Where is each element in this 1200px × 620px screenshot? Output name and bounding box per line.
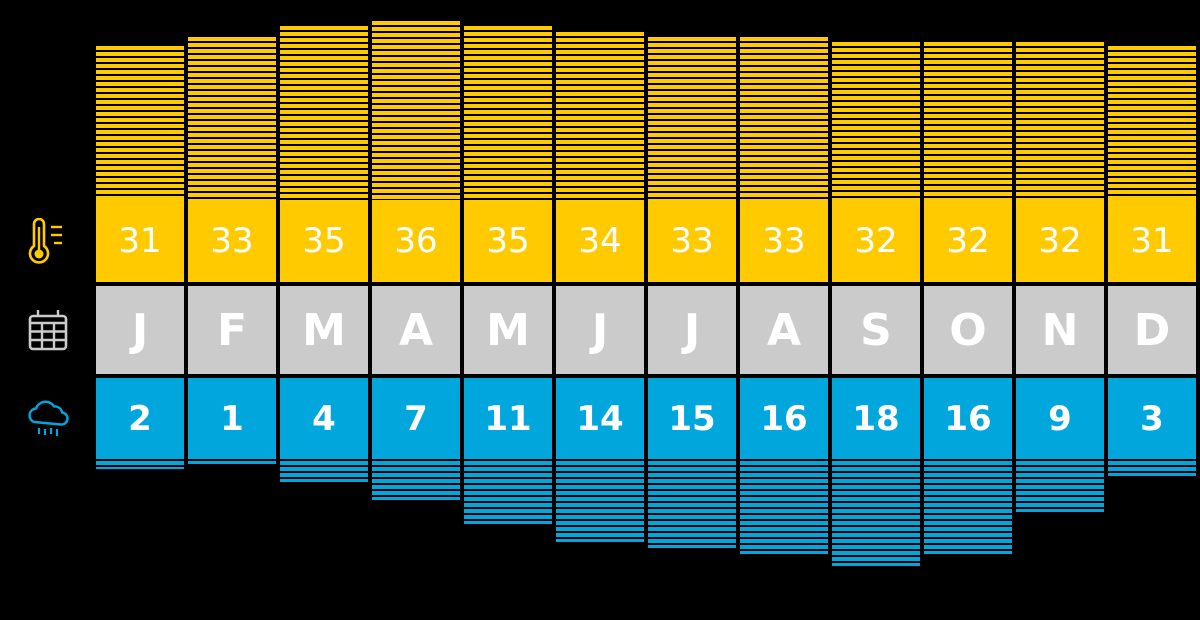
- temperature-value: 35: [464, 200, 552, 282]
- month-column: 33 F 1: [188, 0, 276, 620]
- month-label: O: [924, 286, 1012, 374]
- rain-value: 11: [464, 378, 552, 459]
- rain-bar: [1108, 459, 1196, 476]
- temperature-value: 32: [1016, 200, 1104, 282]
- rain-bar: [1016, 459, 1104, 512]
- month-column: 33 A 16: [740, 0, 828, 620]
- temperature-bar: [280, 26, 368, 200]
- temperature-bar: [556, 32, 644, 200]
- month-label: N: [1016, 286, 1104, 374]
- temperature-bar: [96, 46, 184, 200]
- temperature-value: 33: [188, 200, 276, 282]
- month-label: J: [648, 286, 736, 374]
- rain-value: 2: [96, 378, 184, 459]
- rain-bar: [96, 459, 184, 469]
- temperature-bar: [464, 26, 552, 200]
- month-label: A: [372, 286, 460, 374]
- rain-value: 4: [280, 378, 368, 459]
- rain-value: 16: [740, 378, 828, 459]
- rain-value: 18: [832, 378, 920, 459]
- rain-value: 3: [1108, 378, 1196, 459]
- rain-cloud-icon: [28, 400, 69, 436]
- month-column: 35 M 4: [280, 0, 368, 620]
- temperature-value: 32: [924, 200, 1012, 282]
- temperature-value: 31: [96, 200, 184, 282]
- temperature-bar: [1108, 46, 1196, 200]
- month-label: S: [832, 286, 920, 374]
- month-column: 31 J 2: [96, 0, 184, 620]
- month-column: 32 O 16: [924, 0, 1012, 620]
- rain-value: 1: [188, 378, 276, 459]
- month-label: F: [188, 286, 276, 374]
- temperature-value: 33: [740, 200, 828, 282]
- rain-value: 16: [924, 378, 1012, 459]
- rain-bar: [280, 459, 368, 482]
- month-column: 32 N 9: [1016, 0, 1104, 620]
- month-column: 33 J 15: [648, 0, 736, 620]
- temperature-bar: [188, 37, 276, 200]
- temperature-value: 34: [556, 200, 644, 282]
- rain-bar: [648, 459, 736, 548]
- temperature-value: 32: [832, 200, 920, 282]
- rain-bar: [188, 459, 276, 464]
- month-column: 32 S 18: [832, 0, 920, 620]
- month-label: J: [556, 286, 644, 374]
- month-column: 35 M 11: [464, 0, 552, 620]
- rain-bar: [372, 459, 460, 500]
- thermometer-icon: [28, 218, 62, 264]
- rain-bar: [924, 459, 1012, 554]
- temperature-bar: [740, 37, 828, 200]
- temperature-value: 35: [280, 200, 368, 282]
- temperature-bar: [832, 42, 920, 200]
- rain-value: 7: [372, 378, 460, 459]
- temperature-bar: [372, 21, 460, 200]
- temperature-value: 36: [372, 200, 460, 282]
- rain-bar: [464, 459, 552, 524]
- calendar-icon: [28, 310, 68, 351]
- month-label: D: [1108, 286, 1196, 374]
- temperature-bar: [924, 42, 1012, 200]
- rain-bar: [740, 459, 828, 554]
- temperature-value: 31: [1108, 200, 1196, 282]
- temperature-bar: [1016, 42, 1104, 200]
- month-label: M: [464, 286, 552, 374]
- rain-value: 14: [556, 378, 644, 459]
- month-column: 31 D 3: [1108, 0, 1196, 620]
- month-label: J: [96, 286, 184, 374]
- rain-value: 9: [1016, 378, 1104, 459]
- rain-bar: [556, 459, 644, 542]
- temperature-value: 33: [648, 200, 736, 282]
- rain-value: 15: [648, 378, 736, 459]
- rain-bar: [832, 459, 920, 566]
- month-column: 36 A 7: [372, 0, 460, 620]
- month-column: 34 J 14: [556, 0, 644, 620]
- temperature-bar: [648, 37, 736, 200]
- month-label: M: [280, 286, 368, 374]
- month-label: A: [740, 286, 828, 374]
